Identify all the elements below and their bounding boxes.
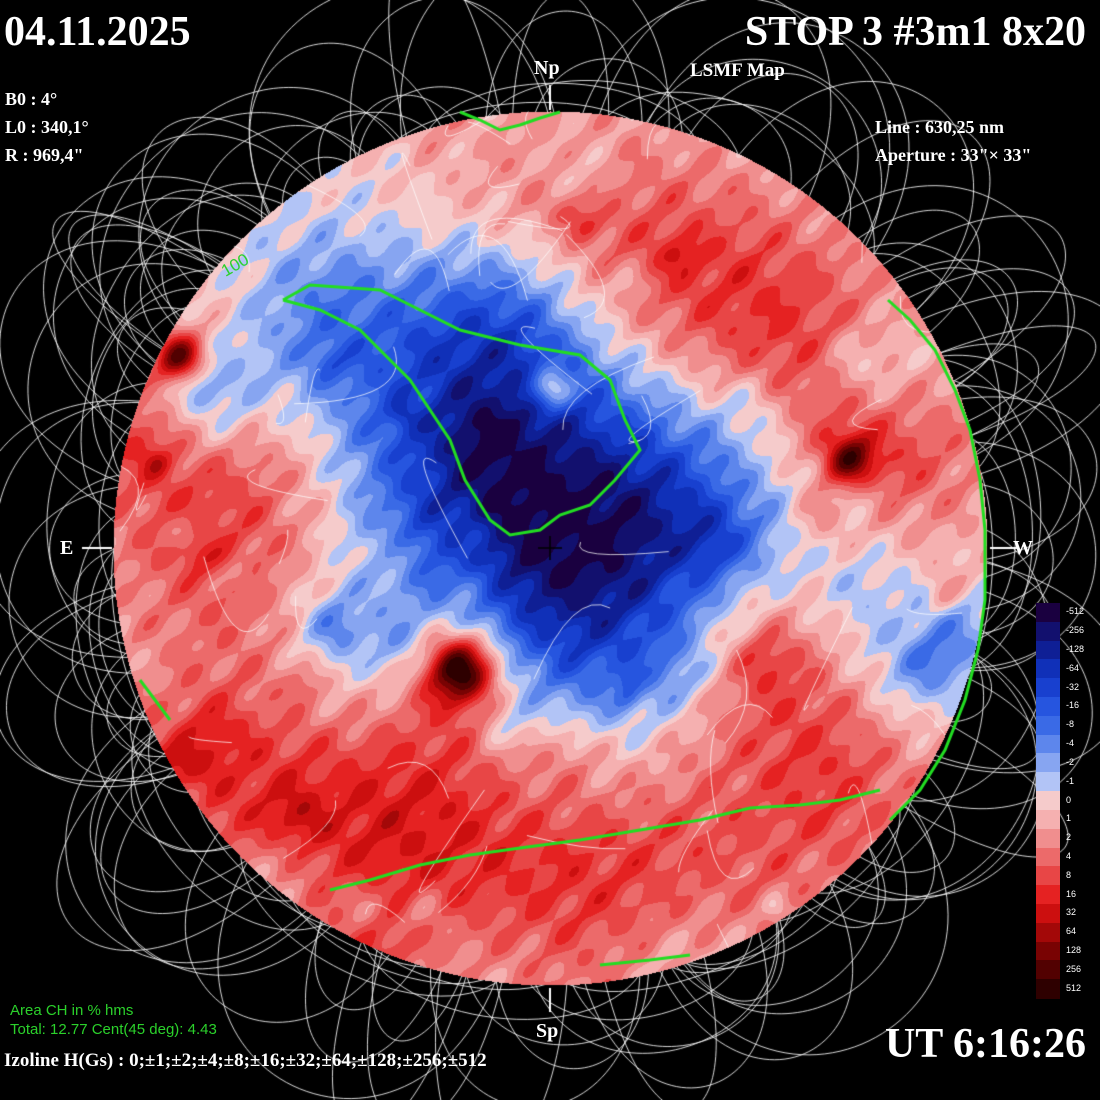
scale-tick-label: -8 [1066,719,1075,730]
scale-tick-label: 4 [1066,850,1072,861]
scale-tick-label: 128 [1066,944,1082,955]
date-label: 04.11.2025 [4,9,191,55]
scale-swatch [1036,659,1060,679]
scale-tick-label: 256 [1066,963,1082,974]
scale-tick-label: 8 [1066,869,1072,880]
scale-tick-label: -32 [1066,681,1080,692]
scale-swatch [1036,640,1060,661]
scale-tick-label: -128 [1066,644,1085,655]
scale-tick-label: -256 [1066,625,1085,636]
b0-label: B0 : 4° [5,89,58,109]
scale-swatch [1036,960,1060,980]
west-label: W [1013,537,1033,559]
scale-tick-label: -16 [1066,700,1080,711]
scale-tick-label: -1 [1066,775,1075,786]
ch-area-values: Total: 12.77 Cent(45 deg): 4.43 [10,1021,217,1038]
scale-swatch [1036,772,1060,792]
scale-tick-label: 64 [1066,926,1077,937]
scale-swatch [1036,697,1060,717]
scale-swatch [1036,903,1060,924]
scale-tick-label: 1 [1066,813,1072,824]
scale-tick-label: -512 [1066,606,1085,617]
scale-swatch [1036,979,1060,999]
ut-time: UT 6:16:26 [884,1021,1086,1067]
observation-title: STOP 3 #3m1 8x20 [744,9,1086,55]
radius-label: R : 969,4" [5,145,84,165]
south-pole-label: Sp [536,1020,559,1042]
scale-tick-label: 2 [1066,832,1072,843]
scale-tick-label: 0 [1066,794,1072,805]
ch-area-title: Area CH in % hms [10,1002,134,1019]
scale-tick-label: 32 [1066,907,1077,918]
scale-tick-label: 16 [1066,888,1077,899]
scale-tick-label: -4 [1066,738,1075,749]
isoline-levels: Izoline H(Gs) : 0;±1;±2;±4;±8;±16;±32;±6… [4,1050,487,1071]
scale-swatch [1036,828,1060,849]
scale-tick-label: -64 [1066,662,1080,673]
scale-swatch [1036,809,1060,830]
l0-label: L0 : 340,1° [5,117,89,137]
scale-swatch [1036,941,1060,961]
scale-swatch [1036,885,1060,905]
east-label: E [60,537,74,559]
scale-tick-label: -2 [1066,756,1075,767]
scale-swatch [1036,678,1060,698]
scale-swatch [1036,621,1060,642]
scale-swatch [1036,866,1060,886]
scale-swatch [1036,715,1060,736]
scale-swatch [1036,847,1060,867]
scale-swatch [1036,753,1060,773]
scale-swatch [1036,603,1060,623]
aperture-label: Aperture : 33"× 33" [875,145,1032,165]
scale-tick-label: 512 [1066,982,1082,993]
map-type-label: LSMF Map [690,60,785,81]
spectral-line-label: Line : 630,25 nm [875,117,1005,137]
north-pole-label: Np [534,57,560,79]
scale-swatch [1036,791,1060,811]
scale-swatch [1036,734,1060,755]
scale-swatch [1036,922,1060,943]
